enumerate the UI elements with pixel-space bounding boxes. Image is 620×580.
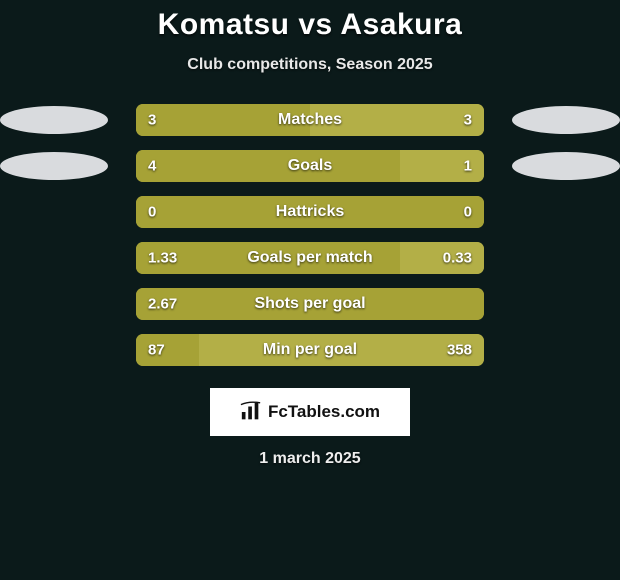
oval-spacer	[512, 198, 620, 226]
stat-value-left: 3	[148, 112, 156, 129]
bar-chart-icon	[240, 401, 262, 423]
player-oval-left	[0, 152, 108, 180]
stat-bar: 0 Hattricks 0	[136, 196, 484, 228]
oval-spacer	[512, 290, 620, 318]
page-title: Komatsu vs Asakura	[0, 8, 620, 42]
player-oval-right	[512, 152, 620, 180]
stat-value-right: 3	[464, 112, 472, 129]
logo-text: FcTables.com	[268, 402, 380, 422]
bar-segment-left	[136, 334, 199, 366]
player-oval-right	[512, 106, 620, 134]
stat-value-right: 358	[447, 342, 472, 359]
stat-value-right: 1	[464, 158, 472, 175]
stat-row: 1.33 Goals per match 0.33	[0, 242, 620, 274]
oval-spacer	[512, 336, 620, 364]
stat-bar: 2.67 Shots per goal	[136, 288, 484, 320]
stat-rows: 3 Matches 3 4 Goals 1 0 Hattricks 0 1.33 Goals per…	[0, 104, 620, 366]
stat-label: Goals	[288, 157, 332, 175]
fctables-logo[interactable]: FcTables.com	[210, 388, 410, 436]
oval-spacer	[0, 244, 108, 272]
stat-row: 0 Hattricks 0	[0, 196, 620, 228]
stat-label: Shots per goal	[254, 295, 365, 313]
player-oval-left	[0, 106, 108, 134]
comparison-card: Komatsu vs Asakura Club competitions, Se…	[0, 0, 620, 468]
subtitle: Club competitions, Season 2025	[0, 56, 620, 74]
stat-value-left: 0	[148, 204, 156, 221]
stat-bar: 4 Goals 1	[136, 150, 484, 182]
stat-bar: 87 Min per goal 358	[136, 334, 484, 366]
stat-label: Min per goal	[263, 341, 357, 359]
stat-label: Goals per match	[247, 249, 372, 267]
stat-bar: 1.33 Goals per match 0.33	[136, 242, 484, 274]
stat-bar: 3 Matches 3	[136, 104, 484, 136]
oval-spacer	[0, 336, 108, 364]
oval-spacer	[0, 198, 108, 226]
stat-row: 87 Min per goal 358	[0, 334, 620, 366]
stat-value-left: 4	[148, 158, 156, 175]
bar-segment-left	[136, 150, 400, 182]
stat-value-right: 0	[464, 204, 472, 221]
stat-label: Matches	[278, 111, 342, 129]
stat-value-right: 0.33	[443, 250, 472, 267]
stat-value-left: 2.67	[148, 296, 177, 313]
stat-row: 3 Matches 3	[0, 104, 620, 136]
stat-row: 4 Goals 1	[0, 150, 620, 182]
oval-spacer	[512, 244, 620, 272]
stat-value-left: 1.33	[148, 250, 177, 267]
date-label: 1 march 2025	[0, 450, 620, 468]
oval-spacer	[0, 290, 108, 318]
stat-row: 2.67 Shots per goal	[0, 288, 620, 320]
stat-label: Hattricks	[276, 203, 344, 221]
stat-value-left: 87	[148, 342, 165, 359]
